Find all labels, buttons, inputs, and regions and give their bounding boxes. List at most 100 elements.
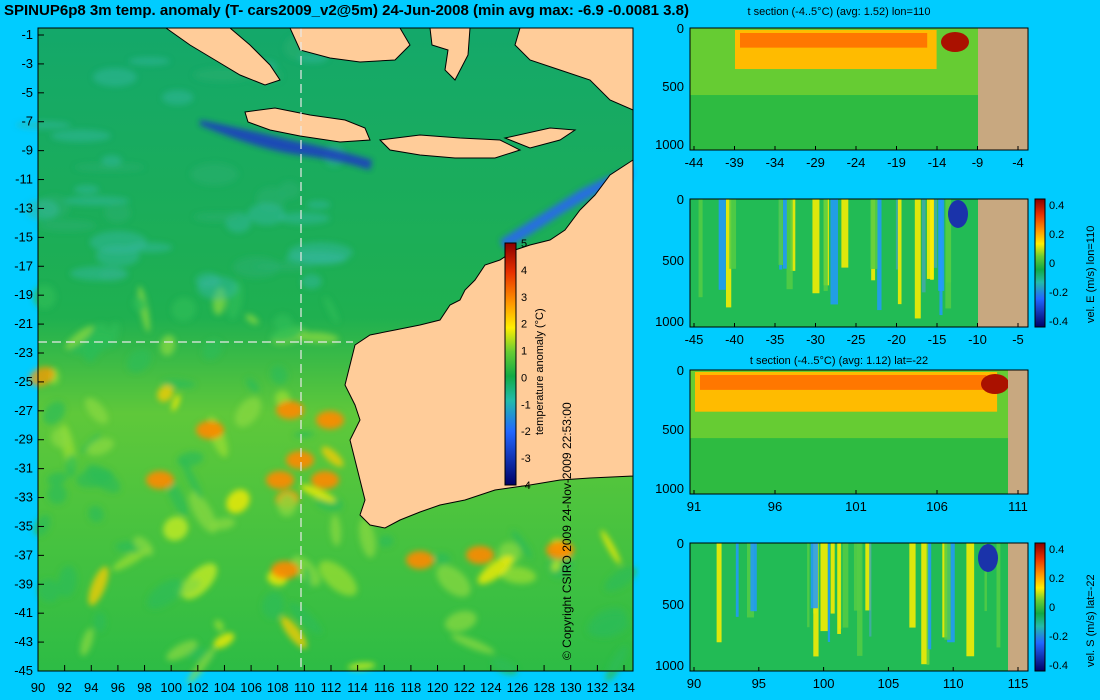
section-colorbar-tick-label: 0.2 (1049, 573, 1064, 585)
lat-tick-label: -17 (14, 258, 33, 273)
section-y-tick-label: 0 (677, 21, 684, 36)
section-x-tick-label: -15 (928, 332, 947, 347)
section-x-tick-label: -19 (887, 155, 906, 170)
section-frame (689, 369, 1029, 495)
lat-tick-label: -9 (21, 143, 33, 158)
section-x-tick-label: 101 (845, 499, 867, 514)
section-colorbar-label: vel. S (m/s) lat=-22 (1085, 574, 1097, 667)
section-land (1008, 543, 1028, 671)
section-colorbar-tick-label: 0.4 (1049, 544, 1064, 556)
lon-tick-label: 96 (111, 680, 125, 695)
section-x-tick-label: -30 (806, 332, 825, 347)
lon-tick-label: 126 (507, 680, 529, 695)
lon-tick-label: 114 (347, 680, 368, 695)
land-timor (503, 127, 577, 149)
lat-tick-label: -13 (14, 200, 33, 215)
colorbar-tick-label: 4 (521, 265, 527, 277)
section-x-tick-label: -24 (847, 155, 866, 170)
section-x-tick-label: 111 (1008, 499, 1028, 514)
section-colorbar-label: vel. E (m/s) lon=110 (1085, 226, 1097, 323)
section-colorbar-tick-label: 0 (1049, 602, 1055, 614)
cold-upwelling-australia (500, 168, 632, 250)
section-land (978, 199, 1028, 327)
section-x-tick-label: -25 (847, 332, 866, 347)
section-frame (689, 542, 1029, 672)
section-y-tick-label: 500 (662, 422, 684, 437)
lon-tick-label: 98 (137, 680, 151, 695)
colorbar-tick-label: 1 (521, 346, 527, 358)
eddy-field (16, 36, 637, 684)
section-frame (689, 198, 1029, 328)
section-x-tick-label: 95 (752, 676, 766, 691)
lon-tick-label: 92 (57, 680, 71, 695)
section-x-tick-label: -29 (806, 155, 825, 170)
lon-tick-label: 124 (480, 680, 502, 695)
section-field (690, 370, 1009, 494)
section-frame (689, 27, 1029, 151)
land-borneo-sulawesi (289, 27, 411, 63)
lon-tick-label: 104 (214, 680, 236, 695)
colorbar-tick-label: -4 (521, 480, 531, 492)
lat-tick-label: -35 (14, 518, 33, 533)
lon-tick-label: 118 (401, 680, 422, 695)
lon-tick-label: 102 (187, 680, 209, 695)
section-y-tick-label: 500 (662, 79, 684, 94)
section-field (690, 28, 978, 150)
section-x-tick-label: -10 (968, 332, 987, 347)
section-colorbar (1034, 198, 1046, 328)
lat-tick-label: -21 (14, 316, 33, 331)
section-y-tick-label: 0 (677, 363, 684, 378)
lat-tick-label: -27 (14, 403, 33, 418)
section-x-tick-label: 91 (687, 499, 701, 514)
section-x-tick-label: -40 (725, 332, 744, 347)
land-java (244, 107, 371, 143)
section-x-tick-label: -45 (685, 332, 704, 347)
lat-tick-label: -33 (14, 490, 33, 505)
lat-tick-label: -31 (14, 461, 33, 476)
page-title: SPINUP6p8 3m temp. anomaly (T- cars2009_… (4, 2, 689, 19)
lon-tick-label: 116 (374, 680, 395, 695)
section-x-tick-label: -44 (685, 155, 704, 170)
lon-tick-label: 130 (560, 680, 582, 695)
section-y-tick-label: 1000 (655, 314, 684, 329)
lon-tick-label: 110 (294, 680, 315, 695)
lat-tick-label: -23 (14, 345, 33, 360)
section-y-tick-label: 1000 (655, 137, 684, 152)
colorbar-tick-label: -3 (521, 453, 531, 465)
map-colorbar-label: temperature anomaly (°C) (534, 308, 546, 435)
land-sumatra (164, 27, 281, 86)
lon-tick-label: 128 (533, 680, 555, 695)
colorbar-tick-label: 0 (521, 372, 527, 384)
temperature-anomaly-map[interactable]: -1-3-5-7-9-11-13-15-17-19-21-23-25-27-29… (0, 0, 640, 700)
lon-tick-label: 94 (84, 680, 98, 695)
section-x-tick-label: -14 (928, 155, 947, 170)
section-y-tick-label: 1000 (655, 481, 684, 496)
lon-tick-label: 134 (613, 680, 635, 695)
section-land (978, 28, 1028, 150)
lat-tick-label: -39 (14, 576, 33, 591)
lat-tick-label: -15 (14, 229, 33, 244)
section-x-tick-label: 96 (768, 499, 782, 514)
section-y-tick-label: 0 (677, 536, 684, 551)
lon-tick-label: 108 (267, 680, 289, 695)
section-x-tick-label: -35 (766, 332, 785, 347)
lat-tick-label: -7 (21, 114, 33, 129)
section-y-tick-label: 500 (662, 597, 684, 612)
section-y-tick-label: 1000 (655, 658, 684, 673)
lat-tick-label: -19 (14, 287, 33, 302)
lat-tick-label: -3 (21, 56, 33, 71)
section-x-tick-label: -9 (972, 155, 984, 170)
section-x-tick-label: 110 (943, 676, 964, 691)
section-field (690, 543, 1008, 671)
lat-tick-label: -43 (14, 634, 33, 649)
section-y-tick-label: 500 (662, 253, 684, 268)
section-colorbar-tick-label: -0.2 (1049, 631, 1068, 643)
lon-tick-label: 100 (160, 680, 182, 695)
lat-tick-label: -25 (14, 374, 33, 389)
section-colorbar-tick-label: 0 (1049, 258, 1055, 270)
section-x-tick-label: -39 (725, 155, 744, 170)
